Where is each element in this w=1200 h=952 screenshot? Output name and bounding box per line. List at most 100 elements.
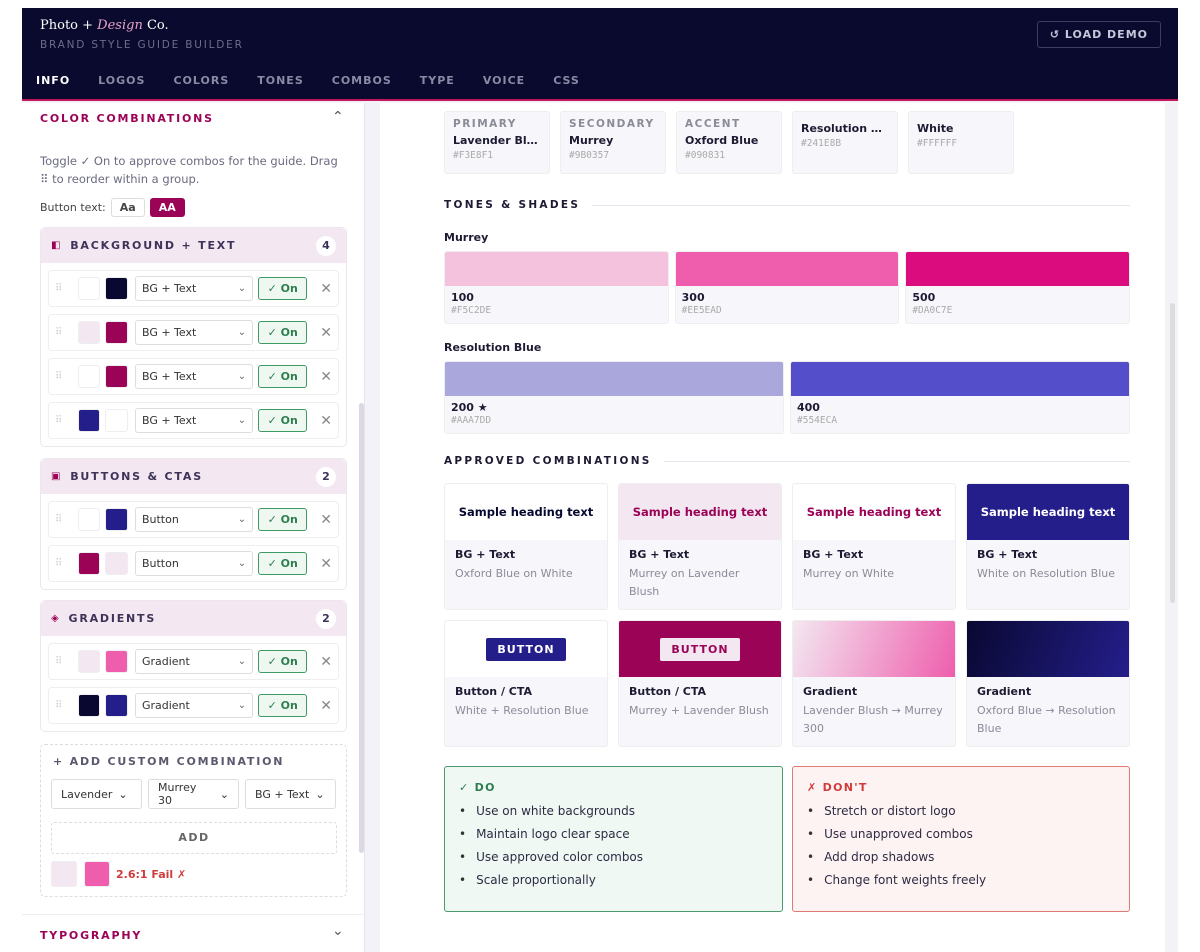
combo-card[interactable]: Sample heading text BG + Text White on Res… — [966, 483, 1130, 610]
drag-handle-icon[interactable]: ⠿ — [55, 283, 63, 294]
combo-card[interactable]: Sample heading text BG + Text Murrey on Wh… — [792, 483, 956, 610]
drag-handle-icon[interactable]: ⠿ — [55, 371, 63, 382]
main-scrollbar[interactable] — [1170, 303, 1175, 603]
combo-type-select[interactable]: Gradient ⌄ — [134, 649, 254, 674]
tone-color — [791, 362, 1129, 396]
combo-type-select[interactable]: Button ⌄ — [134, 551, 254, 576]
approve-toggle[interactable]: ✓ On — [258, 409, 308, 432]
approve-toggle[interactable]: ✓ On — [258, 321, 308, 344]
color-swatch-a[interactable] — [77, 409, 101, 432]
approve-toggle[interactable]: ✓ On — [258, 365, 308, 388]
tab-combos[interactable]: COMBOS — [331, 74, 392, 87]
custom-fg-select[interactable]: Murrey 30 ⌄ — [148, 779, 239, 809]
tab-info[interactable]: INFO — [22, 72, 85, 101]
color-swatch-b[interactable] — [105, 552, 128, 575]
tab-voice[interactable]: VOICE — [482, 74, 526, 87]
combo-card[interactable]: Gradient Oxford Blue → Resolution Blue — [966, 620, 1130, 747]
tab-type[interactable]: TYPE — [419, 74, 455, 87]
color-swatch-b[interactable] — [105, 508, 128, 531]
custom-type-select[interactable]: BG + Text ⌄ — [245, 779, 336, 809]
drag-handle-icon[interactable]: ⠿ — [55, 558, 63, 569]
color-swatch-b[interactable] — [105, 694, 128, 717]
load-demo-button[interactable]: ↺ LOAD DEMO — [1036, 21, 1161, 48]
tone-swatch[interactable]: 200 ★ #AAA7DD — [444, 361, 784, 434]
approve-toggle[interactable]: ✓ On — [258, 694, 308, 717]
group-header[interactable]: ▣ BUTTONS & CTAS 2 — [41, 459, 346, 494]
palette-card[interactable]: SECONDARY Murrey #9B0357 — [560, 111, 666, 174]
close-icon[interactable]: ✕ — [320, 511, 333, 528]
combo-card[interactable]: Gradient Lavender Blush → Murrey 300 — [792, 620, 956, 747]
close-icon[interactable]: ✕ — [320, 555, 333, 572]
half-square-icon: ◧ — [51, 240, 63, 251]
approve-toggle[interactable]: ✓ On — [258, 552, 308, 575]
dont-item: Change font weights freely — [807, 869, 1115, 892]
drag-handle-icon[interactable]: ⠿ — [55, 656, 63, 667]
tone-hex: #F5C2DE — [451, 305, 492, 316]
section-title-typography[interactable]: TYPOGRAPHY — [40, 929, 143, 942]
combo-card[interactable]: Sample heading text BG + Text Oxford Blue … — [444, 483, 608, 610]
palette-card[interactable]: PRIMARY Lavender Blush #F3E8F1 — [444, 111, 550, 174]
drag-handle-icon[interactable]: ⠿ — [55, 327, 63, 338]
combo-type-select[interactable]: BG + Text ⌄ — [134, 408, 254, 433]
sample-heading: Sample heading text — [632, 505, 768, 519]
close-icon[interactable]: ✕ — [320, 324, 333, 341]
color-swatch-a[interactable] — [77, 650, 101, 673]
combo-card[interactable]: BUTTON Button / CTA White + Resolution Blu… — [444, 620, 608, 747]
sidebar-scrollbar[interactable] — [359, 403, 364, 853]
tone-hex: #554ECA — [797, 415, 838, 426]
close-icon[interactable]: ✕ — [320, 412, 333, 429]
custom-bg-select[interactable]: Lavender ⌄ — [51, 779, 142, 809]
button-square-icon: ▣ — [51, 471, 63, 482]
chevron-down-icon[interactable]: ⌄ — [332, 923, 344, 939]
color-swatch-b[interactable] — [105, 321, 128, 344]
palette-card[interactable]: White #FFFFFF — [908, 111, 1014, 174]
combo-type-select[interactable]: BG + Text ⌄ — [134, 320, 254, 345]
color-swatch-a[interactable] — [77, 508, 101, 531]
combo-type-select[interactable]: Gradient ⌄ — [134, 693, 254, 718]
color-swatch-b[interactable] — [105, 277, 128, 300]
drag-handle-icon[interactable]: ⠿ — [55, 514, 63, 525]
chevron-up-icon[interactable]: ⌃ — [332, 109, 344, 125]
group-header[interactable]: ◈ GRADIENTS 2 — [41, 601, 346, 636]
add-button[interactable]: ADD — [51, 822, 337, 854]
approve-toggle[interactable]: ✓ On — [258, 650, 308, 673]
color-swatch-a[interactable] — [77, 277, 101, 300]
combo-type-select[interactable]: BG + Text ⌄ — [134, 364, 254, 389]
close-icon[interactable]: ✕ — [320, 653, 333, 670]
button-text-option-upper[interactable]: AA — [149, 198, 185, 217]
tab-css[interactable]: CSS — [553, 74, 580, 87]
color-swatch-a[interactable] — [77, 694, 101, 717]
combo-type-select[interactable]: Button ⌄ — [134, 507, 254, 532]
button-text-option-sentence[interactable]: Aa — [110, 198, 145, 217]
close-icon[interactable]: ✕ — [320, 280, 333, 297]
color-swatch-a[interactable] — [77, 321, 101, 344]
color-swatch-a[interactable] — [77, 552, 101, 575]
approve-toggle[interactable]: ✓ On — [258, 277, 308, 300]
tone-swatch[interactable]: 300 #EE5EAD — [674, 251, 900, 324]
close-icon[interactable]: ✕ — [320, 697, 333, 714]
drag-handle-icon[interactable]: ⠿ — [55, 415, 63, 426]
color-swatch-b[interactable] — [105, 650, 128, 673]
combo-type-select[interactable]: BG + Text ⌄ — [134, 276, 254, 301]
combo-card[interactable]: BUTTON Button / CTA Murrey + Lavender Blus… — [618, 620, 782, 747]
combo-card[interactable]: Sample heading text BG + Text Murrey on La… — [618, 483, 782, 610]
group-header[interactable]: ◧ BACKGROUND + TEXT 4 — [41, 228, 346, 263]
section-title-color-combinations[interactable]: COLOR COMBINATIONS — [40, 112, 214, 125]
color-swatch-b[interactable] — [105, 409, 128, 432]
tab-colors[interactable]: COLORS — [173, 74, 230, 87]
palette-card[interactable]: ACCENT Oxford Blue #090831 — [676, 111, 782, 174]
tab-logos[interactable]: LOGOS — [98, 74, 146, 87]
approve-toggle[interactable]: ✓ On — [258, 508, 308, 531]
tab-tones[interactable]: TONES — [257, 74, 304, 87]
tone-swatch[interactable]: 400 #554ECA — [790, 361, 1130, 434]
tone-color — [445, 362, 783, 396]
combo-description: Oxford Blue on White — [455, 567, 573, 580]
color-swatch-a[interactable] — [77, 365, 101, 388]
tone-swatch[interactable]: 500 #DA0C7E — [905, 251, 1130, 324]
combo-type: BG + Text — [455, 548, 516, 561]
drag-handle-icon[interactable]: ⠿ — [55, 700, 63, 711]
color-swatch-b[interactable] — [105, 365, 128, 388]
palette-card[interactable]: Resolution Bl... #241E8B — [792, 111, 898, 174]
close-icon[interactable]: ✕ — [320, 368, 333, 385]
tone-swatch[interactable]: 100 #F5C2DE — [444, 251, 669, 324]
